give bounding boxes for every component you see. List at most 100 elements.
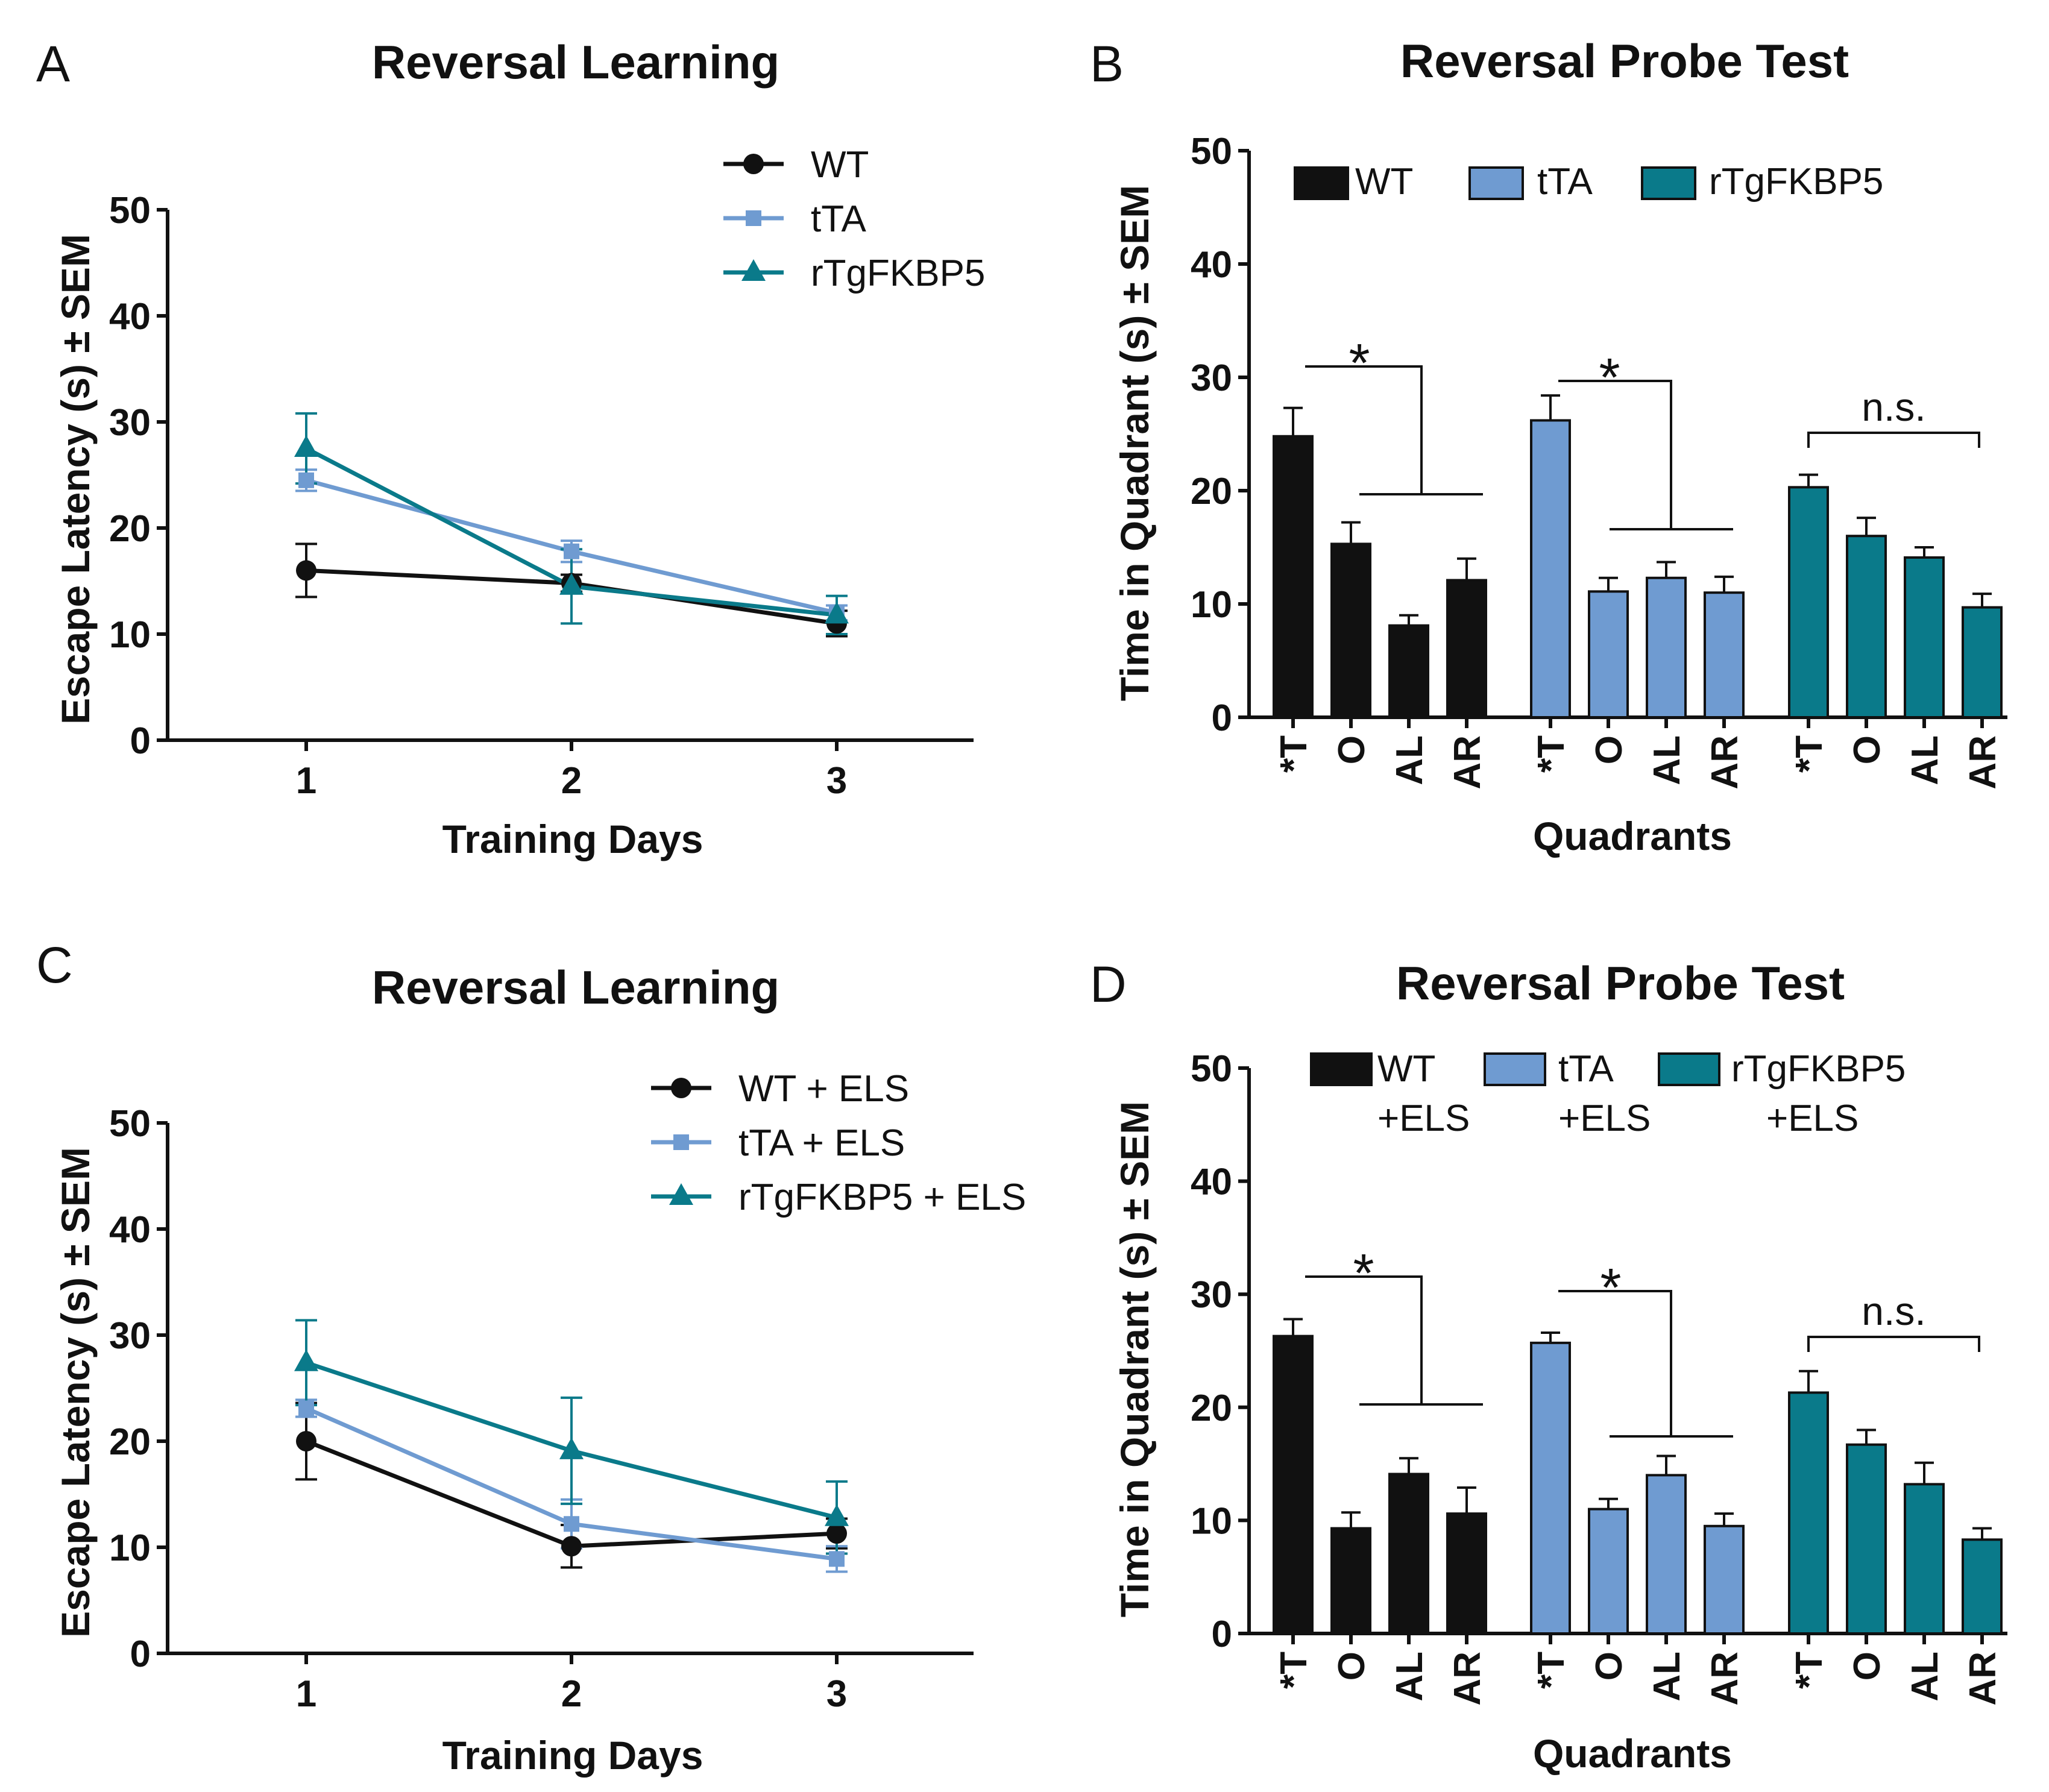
panela-legend-label-0: WT (811, 144, 869, 186)
panelb-bar (1904, 556, 1945, 718)
panel-b-ticks: 0 10 20 30 40 50 *T O AL AR *T O AL AR *T O AL AR (1191, 131, 2007, 790)
paneld-bar (1446, 1512, 1487, 1635)
legend-label-rtg-els-line2: +ELS (1766, 1098, 1859, 1139)
panelb-x-tick-label: O (1588, 735, 1630, 764)
panel-d-significance: * * n.s. (1305, 1243, 1980, 1438)
panelc-legend-label-2: rTgFKBP5 + ELS (738, 1177, 1026, 1218)
panel-d-y-axis-label: Time in Quadrant (s) ± SEM (1112, 1101, 1157, 1617)
panel-a-ticks: 0 10 20 30 40 50 1 2 3 (109, 190, 974, 802)
panelb-bar (1788, 486, 1829, 718)
panelb-x-tick-label: O (1331, 735, 1373, 764)
panela-legend-label-1: tTA (811, 198, 866, 240)
panelc-y-tick-label: 30 (109, 1315, 151, 1357)
legend-swatch-rtg (1641, 166, 1696, 200)
panel-d-x-axis-label: Quadrants (1533, 1731, 1732, 1776)
legend-label-rtg-els-line1: rTgFKBP5 (1731, 1048, 1906, 1090)
paneld-bar (1646, 1474, 1687, 1635)
panelb-bar (1330, 542, 1371, 718)
panelb-x-tick-label: AL (1904, 735, 1946, 785)
panelb-bar (1588, 590, 1629, 718)
panel-a-legend: WT tTA rTgFKBP5 (723, 144, 985, 294)
panel-a-x-axis-label: Training Days (442, 817, 703, 861)
legend-label-tta: tTA (1537, 161, 1593, 203)
panelc-y-tick-label: 50 (109, 1103, 151, 1145)
panela-point (559, 573, 584, 595)
panela-point (294, 435, 318, 457)
paneld-x-tick-label: AL (1904, 1652, 1946, 1702)
panelb-y-tick-label: 10 (1191, 584, 1232, 626)
paneld-bar (1273, 1335, 1314, 1635)
paneld-x-tick-label: O (1331, 1652, 1373, 1680)
panelc-legend-marker-1 (673, 1134, 689, 1150)
paneld-x-tick-label: AR (1447, 1652, 1488, 1706)
paneld-bar (1704, 1524, 1745, 1635)
panel-a: A Reversal Learning Escape Latency (s) ±… (36, 36, 985, 861)
panel-a-y-axis-label: Escape Latency (s) ± SEM (53, 234, 98, 725)
panelb-x-tick-label: AR (1962, 735, 2004, 790)
panelc-point (294, 1349, 318, 1371)
panel-b-title: Reversal Probe Test (1400, 34, 1849, 87)
paneld-significance-star: * (1600, 1258, 1621, 1318)
legend-swatch-rtg-els (1658, 1052, 1720, 1086)
paneld-y-tick-label: 0 (1212, 1614, 1232, 1655)
panelb-x-tick-label: *T (1789, 735, 1830, 773)
panelb-bar (1388, 624, 1429, 718)
paneld-x-tick-label: AR (1962, 1652, 2004, 1706)
panel-a-title: Reversal Learning (372, 36, 779, 89)
panel-c-x-axis-label: Training Days (442, 1733, 703, 1778)
paneld-y-tick-label: 20 (1191, 1388, 1232, 1429)
paneld-bar (1588, 1507, 1629, 1635)
paneld-significance-bracket (1305, 1275, 1423, 1404)
panelb-bar (1530, 419, 1571, 718)
panelc-point (564, 1516, 579, 1532)
panelb-x-tick-label: O (1846, 735, 1888, 764)
panel-b: B Reversal Probe Test Time in Quadrant (… (1090, 34, 2007, 858)
panelb-bar (1962, 606, 2003, 719)
paneld-x-tick-label: AR (1704, 1652, 1746, 1706)
panelb-y-tick-label: 30 (1191, 357, 1232, 399)
panela-y-tick-label: 20 (109, 508, 151, 550)
legend-label-tta-els-line2: +ELS (1558, 1098, 1651, 1139)
panelb-significance-star: * (1349, 333, 1370, 394)
panel-b-x-axis-label: Quadrants (1533, 814, 1732, 858)
panela-legend-marker-2 (741, 259, 766, 281)
paneld-bar (1788, 1391, 1829, 1635)
legend-swatch-wt-els (1310, 1052, 1373, 1086)
panelc-y-tick-label: 40 (109, 1209, 151, 1251)
paneld-x-tick-label: O (1846, 1652, 1888, 1680)
panel-b-y-axis-label: Time in Quadrant (s) ± SEM (1112, 185, 1157, 701)
panel-letter-a: A (36, 36, 70, 92)
panelc-point (561, 1536, 582, 1557)
panelb-bar (1846, 535, 1887, 718)
panelc-y-tick-label: 20 (109, 1421, 151, 1463)
panela-point (825, 602, 849, 624)
panel-d-marks (1273, 1318, 2003, 1635)
legend-label-rtg: rTgFKBP5 (1709, 161, 1883, 203)
panela-point (298, 472, 314, 488)
panelc-x-tick-label: 2 (561, 1673, 582, 1715)
panelc-point (559, 1437, 584, 1459)
paneld-y-tick-label: 10 (1191, 1500, 1232, 1542)
panel-a-marks (294, 412, 849, 638)
paneld-significance-ns: n.s. (1862, 1289, 1925, 1333)
panelc-point (829, 1551, 845, 1567)
panela-y-tick-label: 40 (109, 296, 151, 338)
panel-c-y-axis-label: Escape Latency (s) ± SEM (53, 1147, 98, 1638)
panel-b-marks (1273, 394, 2003, 719)
panel-letter-b: B (1090, 36, 1124, 92)
panela-x-tick-label: 3 (826, 760, 847, 802)
paneld-y-tick-label: 50 (1191, 1048, 1232, 1090)
panelc-legend-marker-2 (669, 1183, 693, 1205)
panela-y-tick-label: 30 (109, 402, 151, 444)
paneld-significance-bracket (1807, 1336, 1980, 1352)
panela-x-tick-label: 1 (296, 760, 316, 802)
panel-c-ticks: 0 10 20 30 40 50 1 2 3 (109, 1103, 974, 1715)
panelb-x-tick-label: AL (1389, 735, 1431, 785)
paneld-bar (1530, 1341, 1571, 1635)
paneld-x-tick-label: *T (1531, 1652, 1572, 1689)
paneld-x-tick-label: AL (1646, 1652, 1688, 1702)
panelb-x-tick-label: AR (1447, 735, 1488, 790)
panel-b-legend: WT tTA rTgFKBP5 (1294, 161, 1883, 203)
paneld-x-tick-label: O (1588, 1652, 1630, 1680)
panelc-x-tick-label: 1 (296, 1673, 316, 1715)
